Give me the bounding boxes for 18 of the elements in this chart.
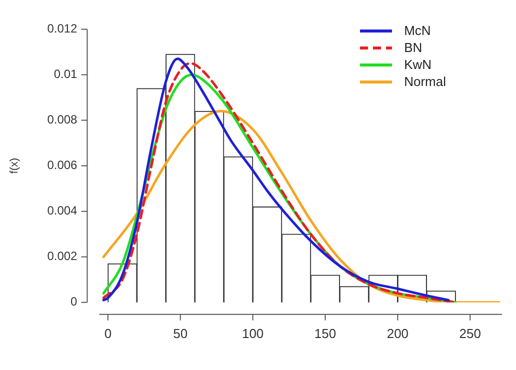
x-tick-label: 150 (314, 326, 336, 341)
x-tick-label: 200 (386, 326, 409, 341)
y-tick-label: 0.01 (54, 67, 78, 82)
y-tick-label: 0.006 (47, 158, 78, 172)
legend-label: McN (404, 22, 431, 39)
y-tick-label: 0.008 (47, 112, 78, 127)
y-tick-label: 0.012 (47, 22, 78, 36)
legend-label: Normal (404, 73, 446, 90)
legend-label: KwN (404, 56, 432, 73)
y-tick-label: 0.004 (47, 204, 78, 218)
legend-label: BN (404, 39, 422, 56)
y-tick-label: 0 (70, 294, 78, 309)
x-tick-label: 0 (104, 326, 112, 341)
x-tick-label: 50 (173, 326, 188, 341)
y-axis-title: f(x) (8, 158, 21, 174)
x-tick-label: 250 (459, 326, 481, 341)
y-tick-label: 0.002 (47, 249, 78, 264)
x-tick-label: 100 (242, 326, 264, 341)
